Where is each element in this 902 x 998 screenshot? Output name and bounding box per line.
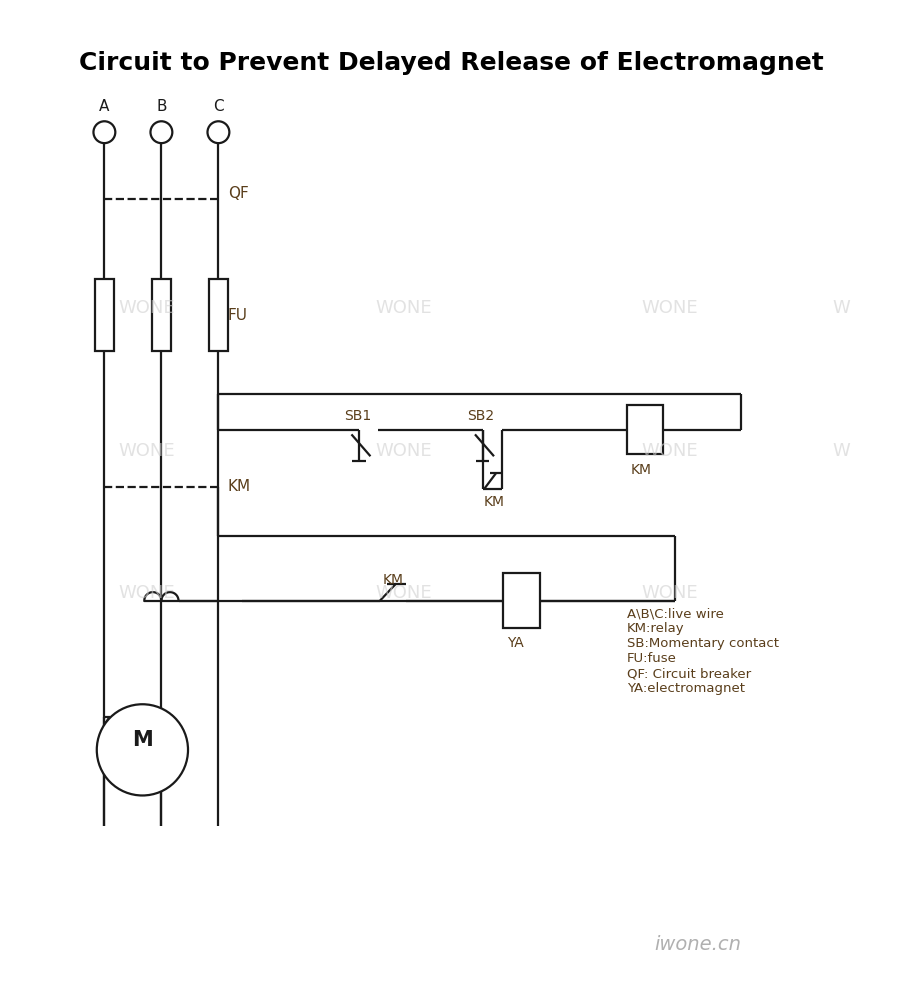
Bar: [152, 279, 170, 350]
Text: B: B: [156, 99, 167, 114]
Text: WONE: WONE: [640, 584, 697, 602]
Bar: [208, 279, 227, 350]
Circle shape: [94, 122, 115, 143]
Text: WONE: WONE: [119, 584, 175, 602]
Bar: [503, 573, 539, 628]
Text: QF: QF: [227, 186, 248, 201]
Text: YA: YA: [507, 637, 523, 651]
Text: Circuit to Prevent Delayed Release of Electromagnet: Circuit to Prevent Delayed Release of El…: [78, 51, 823, 75]
Circle shape: [97, 705, 188, 795]
Text: A: A: [99, 99, 109, 114]
Text: KM: KM: [382, 573, 403, 587]
Text: M: M: [132, 731, 152, 750]
Text: A\B\C:live wire
KM:relay
SB:Momentary contact
FU:fuse
QF: Circuit breaker
YA:ele: A\B\C:live wire KM:relay SB:Momentary co…: [626, 608, 778, 696]
Bar: [626, 405, 662, 454]
Text: KM: KM: [630, 462, 651, 476]
Text: WONE: WONE: [375, 441, 431, 459]
Text: SB1: SB1: [344, 409, 371, 423]
Text: KM: KM: [227, 479, 251, 494]
Text: W: W: [831, 299, 849, 317]
Bar: [95, 279, 114, 350]
Text: C: C: [213, 99, 224, 114]
Text: iwone.cn: iwone.cn: [654, 935, 741, 954]
Text: WONE: WONE: [375, 584, 431, 602]
Text: W: W: [831, 441, 849, 459]
Text: WONE: WONE: [640, 299, 697, 317]
Text: FU: FU: [227, 307, 248, 322]
Circle shape: [151, 122, 172, 143]
Text: WONE: WONE: [640, 441, 697, 459]
Text: KM: KM: [483, 495, 504, 509]
Text: WONE: WONE: [119, 299, 175, 317]
Text: WONE: WONE: [375, 299, 431, 317]
Text: SB2: SB2: [467, 409, 494, 423]
Circle shape: [207, 122, 229, 143]
Text: WONE: WONE: [119, 441, 175, 459]
